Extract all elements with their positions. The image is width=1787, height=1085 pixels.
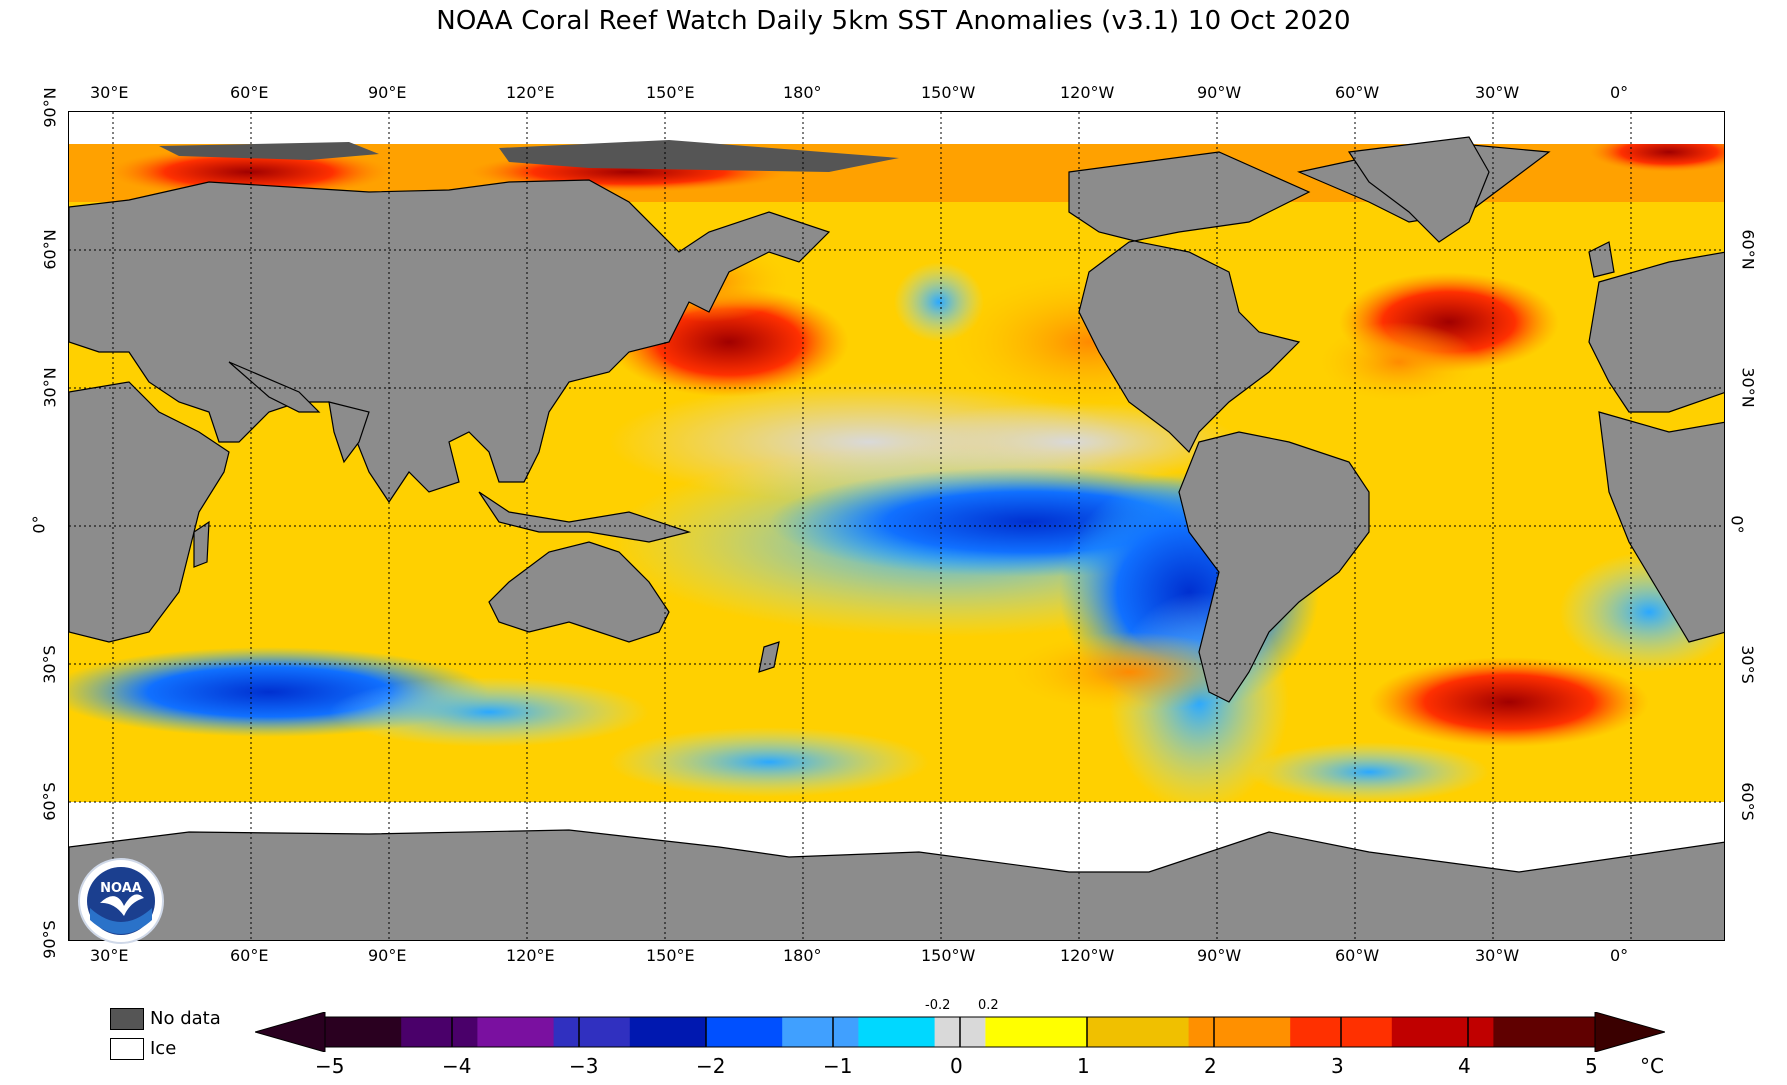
cold-patch-southern	[1249, 742, 1489, 802]
top-lon-label: 30°W	[1475, 83, 1520, 102]
left-lat-label: 90°S	[39, 920, 59, 959]
colorbar-segment	[325, 1017, 402, 1047]
colorbar-tick-label: 4	[1458, 1054, 1471, 1078]
colorbar-tick-label: 2	[1204, 1054, 1217, 1078]
colorbar-segment	[985, 1017, 1088, 1047]
ice-swatch	[110, 1038, 144, 1060]
colorbar-segment	[1188, 1017, 1291, 1047]
arctic-nodata	[159, 142, 379, 160]
warm-patch	[1009, 632, 1249, 712]
colorbar-segment	[1087, 1017, 1190, 1047]
left-lat-label: 60°S	[39, 782, 59, 821]
bottom-lon-label: 120°W	[1060, 946, 1115, 965]
colorbar-tick-label: −1	[823, 1054, 853, 1078]
cold-patch-southern	[329, 677, 649, 747]
top-lon-label: 60°W	[1335, 83, 1380, 102]
right-lat-label: 60°S	[1737, 782, 1757, 821]
colorbar-segment	[782, 1017, 859, 1047]
colorbar-unit: °C	[1640, 1054, 1664, 1078]
arctic-nodata	[499, 140, 899, 172]
colorbar-small-tick-neg: -0.2	[925, 998, 951, 1013]
cold-patch-southern	[609, 727, 929, 797]
colorbar-segment	[629, 1017, 707, 1047]
colorbar-segment	[477, 1017, 555, 1047]
graticule	[69, 112, 1724, 940]
right-lat-label: 0°	[1727, 515, 1747, 534]
right-lat-label: 60°N	[1738, 229, 1758, 270]
colorbar-tick-label: 3	[1331, 1054, 1344, 1078]
bottom-lon-label: 60°W	[1335, 946, 1380, 965]
bottom-lon-label: 120°E	[506, 946, 555, 965]
colorbar-segment	[706, 1017, 783, 1047]
colorbar	[255, 1012, 1665, 1052]
top-lon-label: 150°W	[921, 83, 976, 102]
top-lon-label: 150°E	[646, 83, 695, 102]
colorbar-tick-label: 5	[1585, 1054, 1598, 1078]
bottom-lon-label: 150°E	[646, 946, 695, 965]
left-lat-label: 30°N	[40, 367, 60, 408]
warm-patch	[1319, 322, 1479, 402]
map-title: NOAA Coral Reef Watch Daily 5km SST Anom…	[436, 6, 1351, 36]
colorbar-tick-label: 1	[1077, 1054, 1090, 1078]
bottom-lon-label: 90°E	[368, 946, 407, 965]
land-masses	[69, 136, 1724, 940]
sst-anomaly-map	[68, 111, 1725, 941]
ice-label: Ice	[150, 1038, 177, 1059]
right-lat-label: 30°N	[1738, 367, 1758, 408]
colorbar-tick-label: 0	[950, 1054, 963, 1078]
noaa-logo: NOAA	[78, 858, 164, 944]
bottom-lon-label: 90°W	[1197, 946, 1242, 965]
colorbar-tick-label: −2	[696, 1054, 726, 1078]
colorbar-segment	[401, 1017, 478, 1047]
left-lat-label: 0°	[29, 515, 49, 534]
colorbar-tick-label: −4	[442, 1054, 472, 1078]
svg-text:NOAA: NOAA	[100, 881, 142, 896]
left-lat-label: 90°N	[40, 87, 60, 128]
right-lat-label: 30°S	[1737, 645, 1757, 684]
warm-patch-south-atlantic	[1369, 657, 1649, 747]
top-lon-label: 90°E	[368, 83, 407, 102]
colorbar-segment	[858, 1017, 936, 1047]
top-lon-label: 60°E	[230, 83, 269, 102]
top-lon-label: 120°W	[1060, 83, 1115, 102]
colorbar-segment	[1493, 1017, 1596, 1047]
colorbar-tick-label: −3	[569, 1054, 599, 1078]
bottom-lon-label: 150°W	[921, 946, 976, 965]
top-lon-label: 120°E	[506, 83, 555, 102]
polar-blank	[69, 112, 1724, 144]
left-lat-label: 30°S	[39, 645, 59, 684]
top-lon-label: 180°	[783, 83, 822, 102]
left-lat-label: 60°N	[40, 229, 60, 270]
bottom-lon-label: 30°W	[1475, 946, 1520, 965]
colorbar-segment	[553, 1017, 631, 1047]
colorbar-small-tick-pos: 0.2	[978, 998, 999, 1013]
no-data-swatch	[110, 1008, 144, 1030]
bottom-lon-label: 30°E	[90, 946, 129, 965]
bottom-lon-label: 0°	[1610, 946, 1629, 965]
colorbar-segment	[1391, 1017, 1494, 1047]
top-lon-label: 30°E	[90, 83, 129, 102]
warm-patch-arctic	[109, 147, 389, 197]
bottom-lon-label: 60°E	[230, 946, 269, 965]
colorbar-tick-label: −5	[315, 1054, 345, 1078]
bottom-lon-label: 180°	[783, 946, 822, 965]
top-lon-label: 0°	[1610, 83, 1629, 102]
map-svg	[69, 112, 1724, 940]
no-data-label: No data	[150, 1008, 221, 1029]
top-lon-label: 90°W	[1197, 83, 1242, 102]
